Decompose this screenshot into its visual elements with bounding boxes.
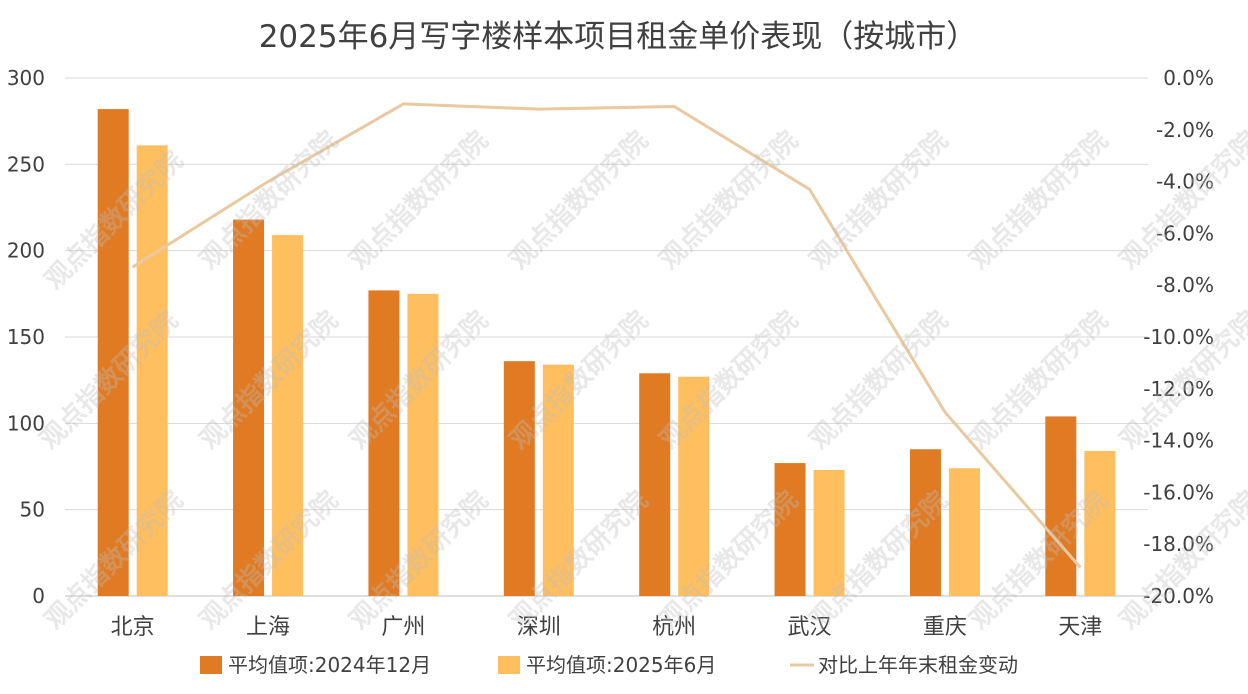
left-tick-label: 100: [7, 411, 45, 435]
bar-jun2025: [272, 235, 304, 597]
right-tick-label: -12.0%: [1143, 377, 1214, 401]
bar-jun2025: [678, 376, 710, 596]
change-line-path: [131, 102, 1082, 569]
right-tick-label: -4.0%: [1156, 170, 1214, 194]
bar-dec2024: [1045, 416, 1077, 596]
left-tick-label: 250: [7, 152, 45, 176]
gridlines: [65, 77, 1148, 597]
right-tick-label: -2.0%: [1156, 118, 1214, 142]
category-axis: 北京 上海 广州 深圳 杭州 武汉 重庆 天津: [111, 615, 1103, 640]
category-label: 武汉: [788, 615, 832, 640]
right-tick-label: -16.0%: [1143, 480, 1214, 504]
category-label: 重庆: [923, 615, 967, 640]
left-tick-label: 0: [32, 584, 45, 608]
right-tick-label: -6.0%: [1156, 221, 1214, 245]
bar-jun2025: [813, 469, 845, 596]
right-axis: 0.0% -2.0% -4.0% -6.0% -8.0% -10.0% -12.0% -14.…: [1143, 66, 1214, 608]
bar-dec2024: [909, 449, 941, 596]
bar-jun2025: [407, 293, 439, 596]
category-label: 杭州: [652, 615, 696, 640]
bars: [97, 109, 1116, 597]
bar-dec2024: [97, 109, 129, 596]
left-axis: 0 50 100 150 200 250 300: [7, 66, 45, 608]
category-label: 广州: [381, 615, 425, 640]
left-tick-label: 200: [7, 239, 45, 263]
chart-title: 2025年6月写字楼样本项目租金单价表现（按城市）: [259, 19, 978, 55]
right-tick-label: -10.0%: [1143, 325, 1214, 349]
bar-dec2024: [368, 290, 400, 596]
category-label: 北京: [111, 615, 155, 640]
legend-swatch: [498, 656, 520, 674]
right-tick-label: -14.0%: [1143, 429, 1214, 453]
bar-dec2024: [639, 373, 671, 596]
left-tick-label: 300: [7, 66, 45, 90]
legend-swatch: [200, 656, 222, 674]
category-label: 上海: [246, 615, 290, 640]
category-label: 深圳: [517, 615, 561, 640]
legend-label: 对比上年年末租金变动: [818, 653, 1018, 677]
right-tick-label: -8.0%: [1156, 273, 1214, 297]
legend-label: 平均值项:2024年12月: [228, 653, 431, 677]
right-tick-label: -20.0%: [1143, 584, 1214, 608]
left-tick-label: 150: [7, 325, 45, 349]
right-tick-label: -18.0%: [1143, 532, 1214, 556]
left-tick-label: 50: [20, 498, 45, 522]
bar-jun2025: [1084, 450, 1116, 596]
bar-dec2024: [774, 463, 806, 596]
bar-dec2024: [233, 219, 265, 596]
legend-label: 平均值项:2025年6月: [526, 653, 716, 677]
legend: 平均值项:2024年12月 平均值项:2025年6月 对比上年年末租金变动: [200, 653, 1018, 677]
right-tick-label: 0.0%: [1163, 66, 1214, 90]
bar-jun2025: [948, 468, 980, 596]
bar-jun2025: [542, 364, 574, 596]
bar-dec2024: [503, 361, 535, 596]
change-line: [131, 102, 1082, 569]
category-label: 天津: [1058, 615, 1102, 640]
bar-jun2025: [136, 145, 168, 596]
